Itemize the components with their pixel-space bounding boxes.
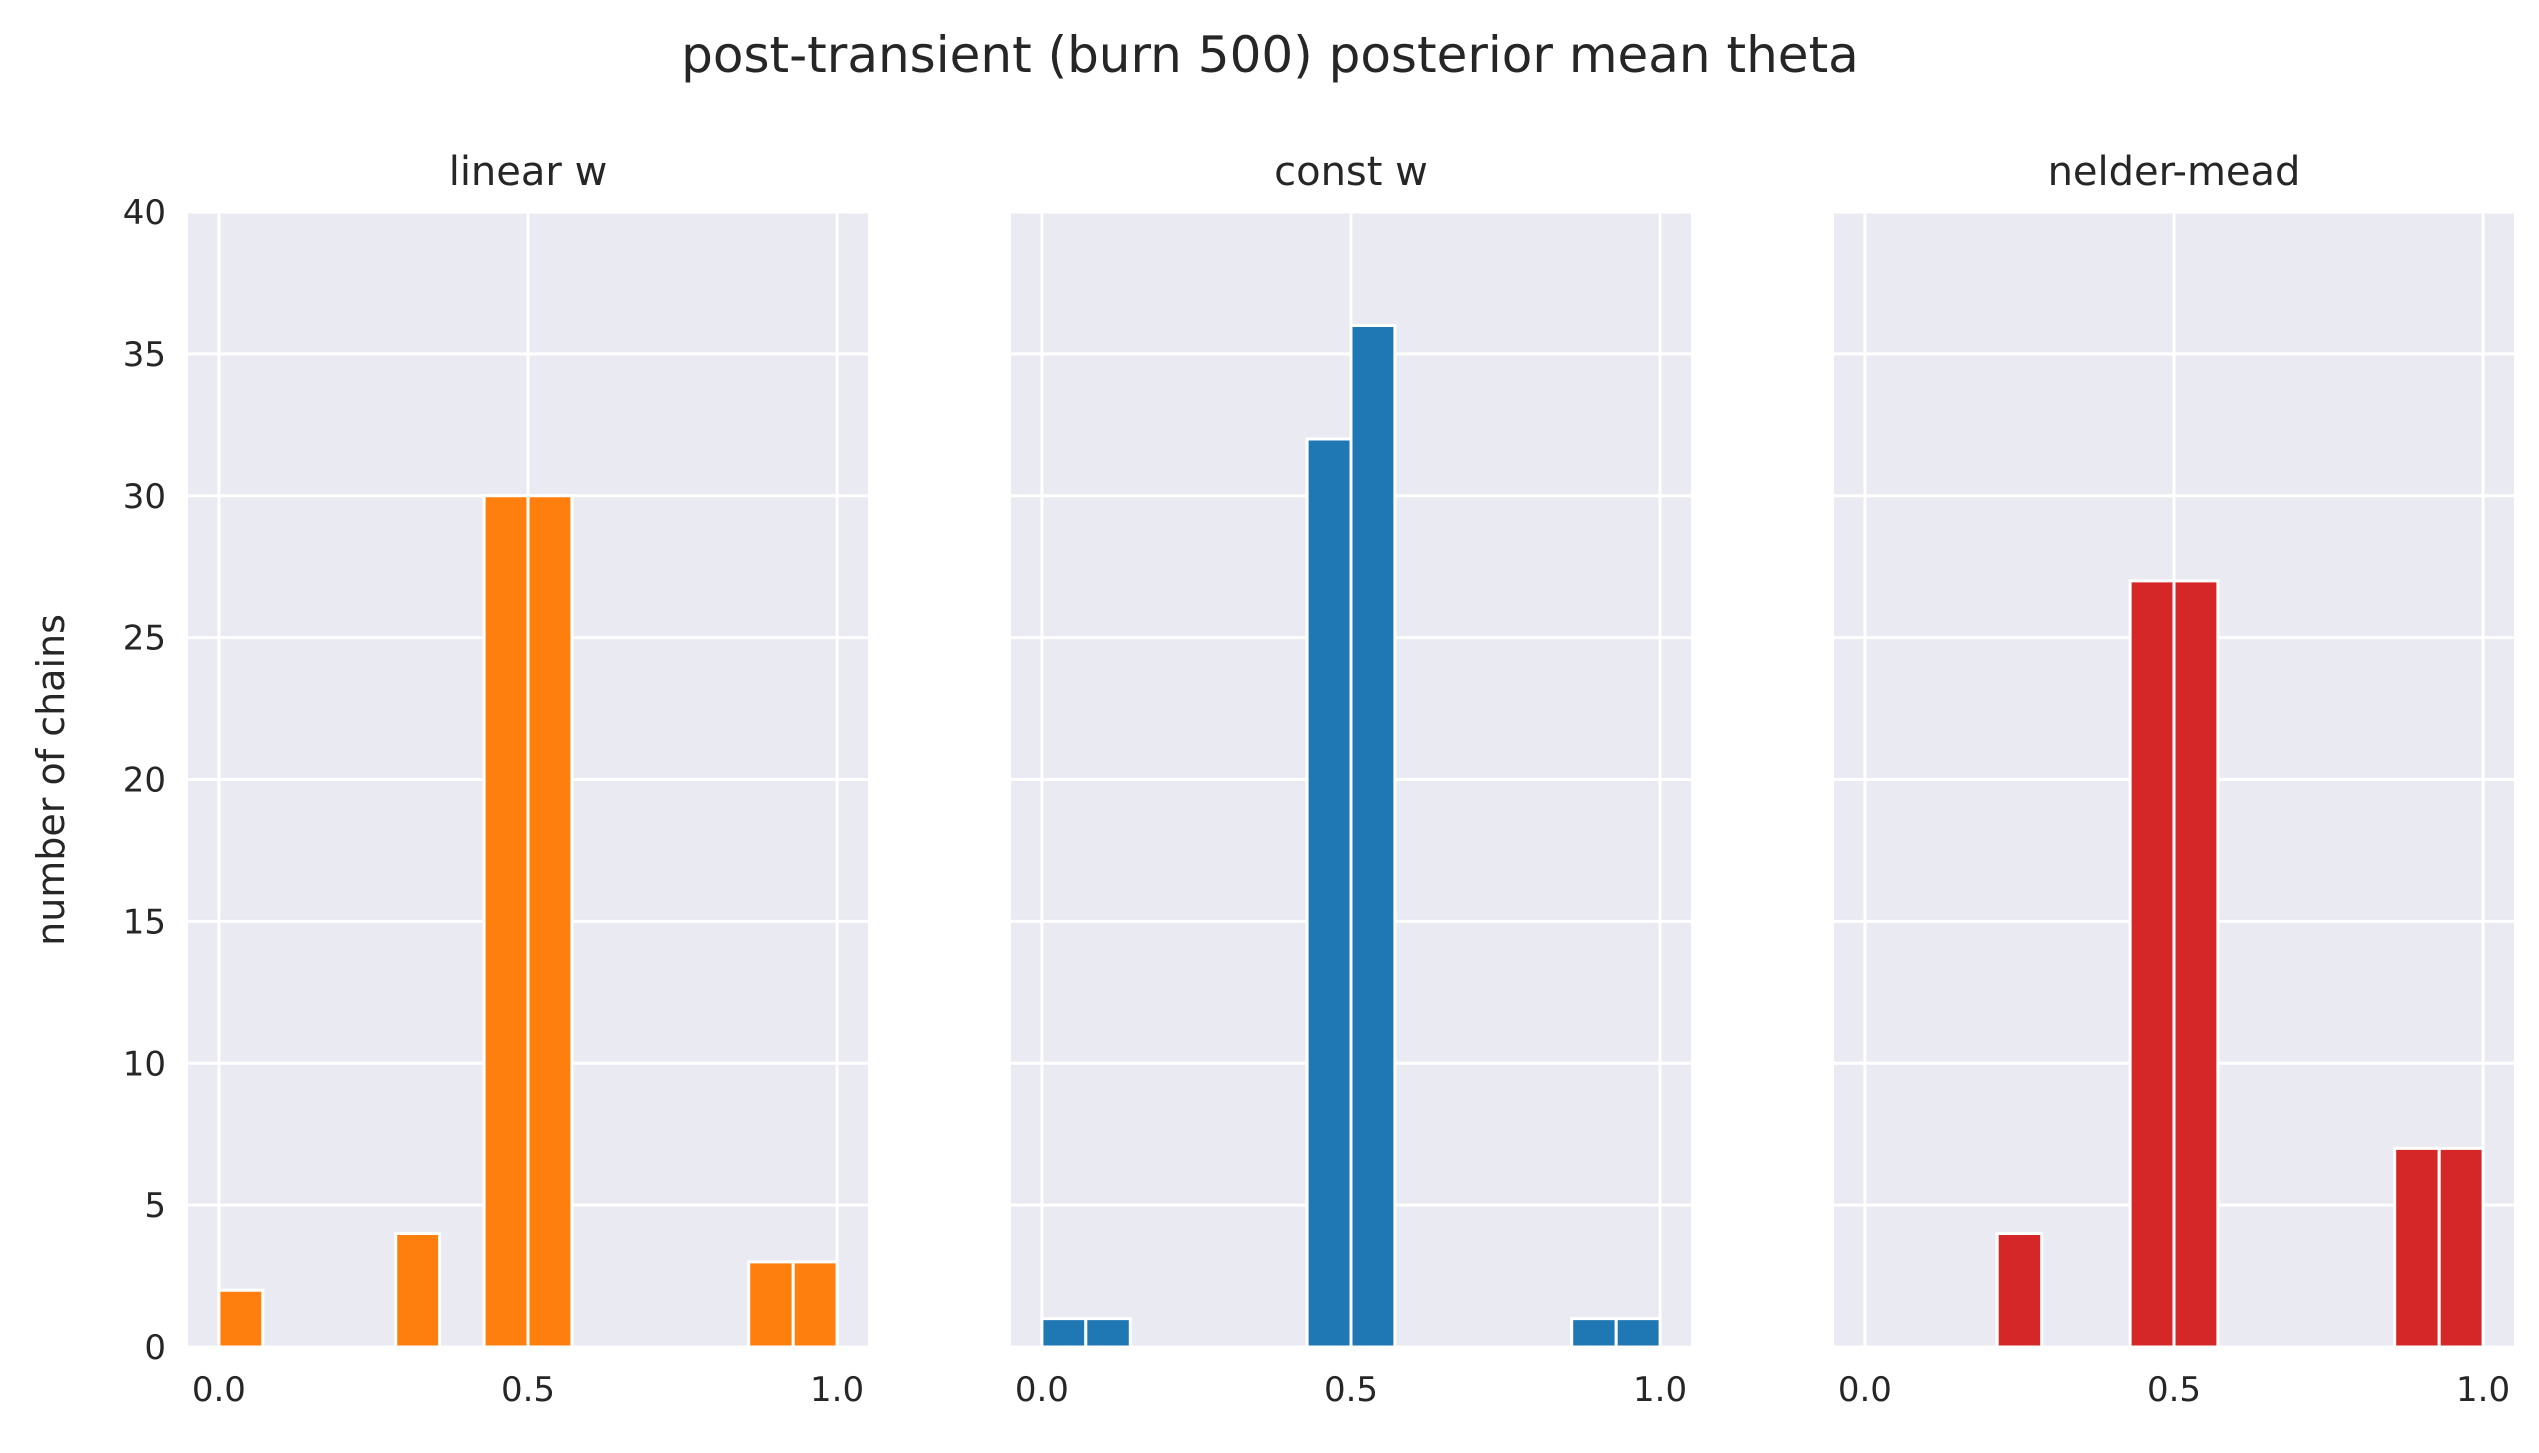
x-tick-label: 0.5 bbox=[1324, 1370, 1378, 1410]
x-tick-label: 1.0 bbox=[1633, 1370, 1687, 1410]
histogram-bar bbox=[394, 1232, 442, 1349]
histogram-bar bbox=[482, 494, 530, 1349]
x-tick-label: 1.0 bbox=[810, 1370, 864, 1410]
histogram-bar bbox=[747, 1260, 795, 1349]
y-tick-label: 20 bbox=[123, 761, 166, 801]
panel-title: nelder-mead bbox=[2048, 149, 2301, 195]
y-tick-label: 25 bbox=[123, 619, 166, 659]
y-tick-label: 40 bbox=[123, 193, 166, 233]
histogram-bar bbox=[2437, 1146, 2485, 1349]
histogram-bar bbox=[2172, 579, 2220, 1349]
histogram-bar bbox=[1995, 1232, 2044, 1349]
x-tick-label: 0.5 bbox=[2147, 1370, 2201, 1410]
histogram-bar bbox=[1349, 324, 1397, 1349]
y-tick-label: 10 bbox=[123, 1044, 166, 1084]
figure-suptitle: post-transient (burn 500) posterior mean… bbox=[681, 26, 1859, 84]
y-tick-label: 30 bbox=[123, 477, 166, 517]
x-tick-label: 0.0 bbox=[1838, 1370, 1892, 1410]
histogram-bar bbox=[1570, 1317, 1618, 1349]
histogram-bar bbox=[1614, 1317, 1662, 1349]
panel-const-w: const w 0.0 0.5 1.0 bbox=[1011, 149, 1691, 1410]
panel-linear-w: linear w 0.0 0.5 1.0 0 5 10 15 20 25 30 35 40 bbox=[123, 149, 868, 1410]
x-tick-label: 0.0 bbox=[192, 1370, 246, 1410]
histogram-bar bbox=[1305, 437, 1353, 1349]
y-axis-label: number of chains bbox=[29, 614, 73, 946]
x-tick-label: 1.0 bbox=[2456, 1370, 2510, 1410]
x-tick-label: 0.0 bbox=[1015, 1370, 1069, 1410]
histogram-bar bbox=[526, 494, 574, 1349]
y-tick-label: 15 bbox=[123, 902, 166, 942]
y-tick-label: 0 bbox=[144, 1328, 166, 1368]
panel-title: linear w bbox=[449, 149, 608, 195]
histogram-bar bbox=[2393, 1146, 2441, 1349]
histogram-bar bbox=[1040, 1317, 1088, 1349]
panel-title: const w bbox=[1274, 149, 1428, 195]
y-tick-label: 35 bbox=[123, 335, 166, 375]
histogram-bar bbox=[2128, 579, 2176, 1349]
histogram-bar bbox=[217, 1288, 265, 1349]
histogram-bar bbox=[1084, 1317, 1132, 1349]
x-tick-label: 0.5 bbox=[501, 1370, 555, 1410]
y-tick-label: 5 bbox=[144, 1186, 166, 1226]
histogram-bar bbox=[791, 1260, 839, 1349]
panel-nelder-mead: nelder-mead 0.0 0.5 1.0 bbox=[1834, 149, 2514, 1410]
